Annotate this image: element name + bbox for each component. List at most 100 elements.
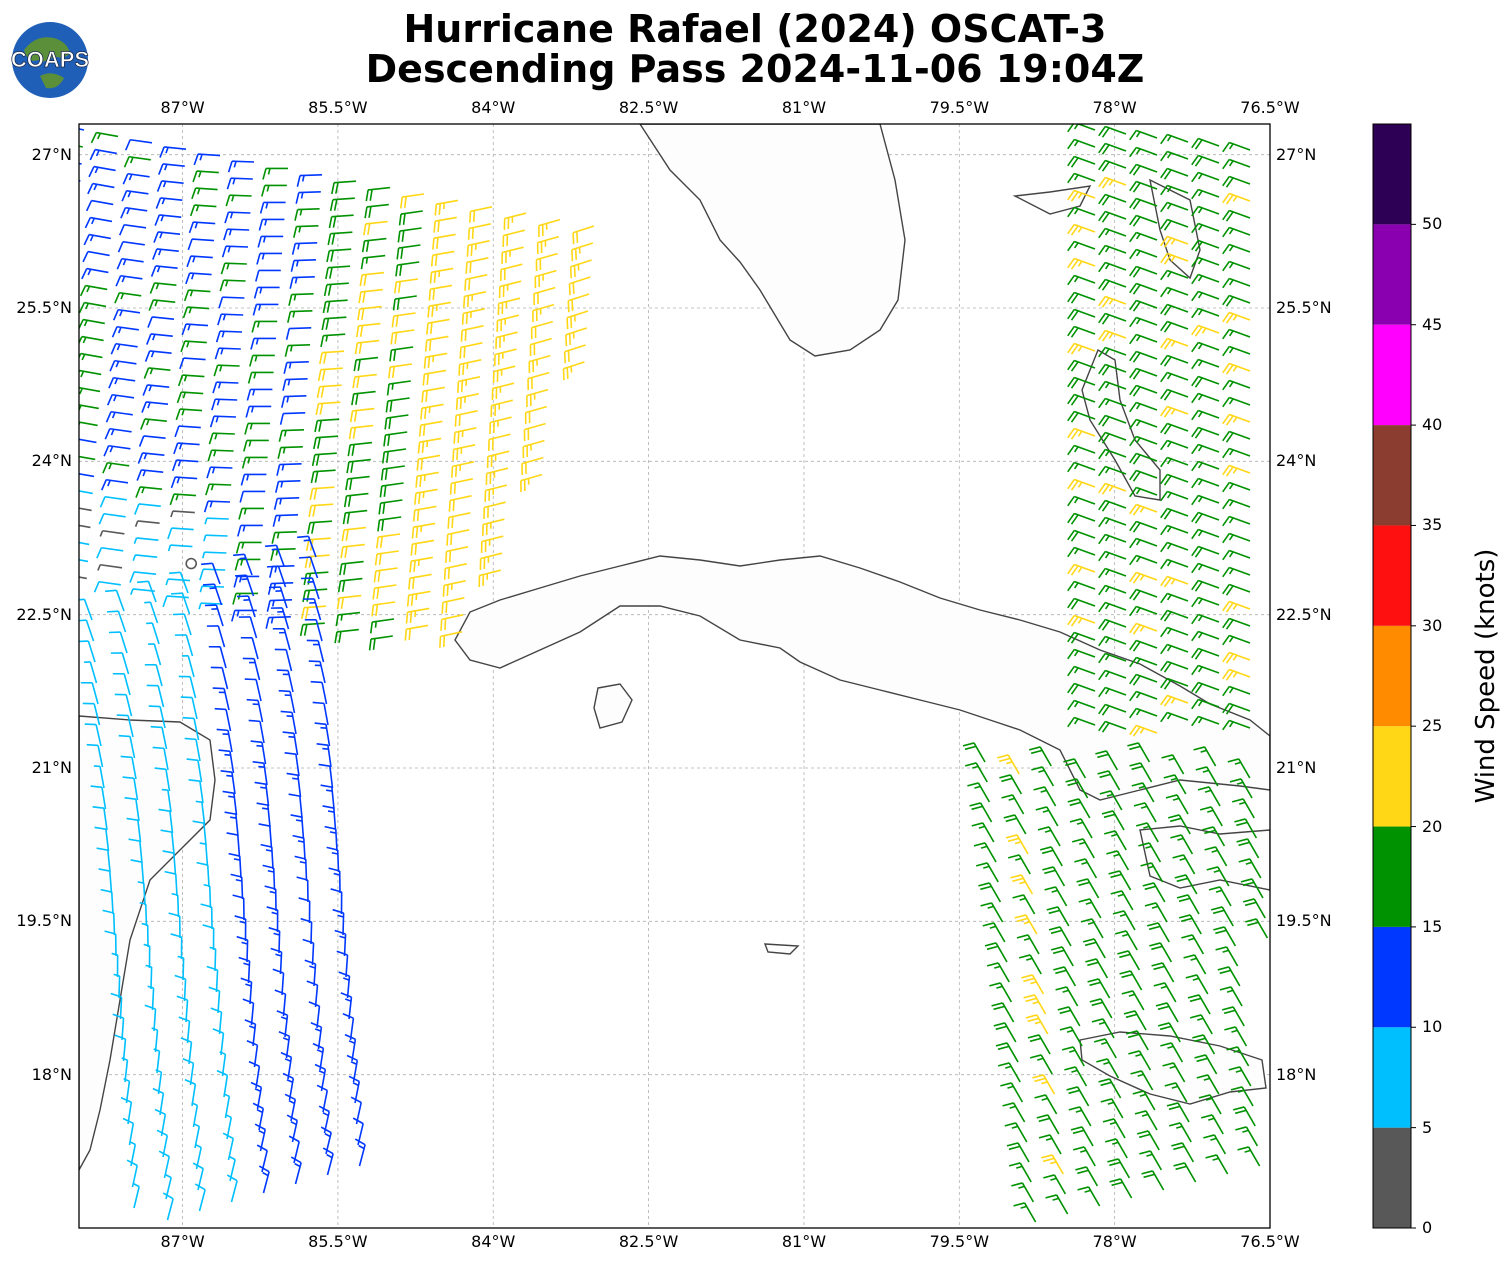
lon-tick-label-bottom: 78°W (1092, 1232, 1137, 1251)
wind-barb (328, 867, 341, 894)
wind-barb (300, 577, 320, 600)
wind-barb (1098, 295, 1127, 308)
wind-barb (1191, 630, 1220, 642)
wind-barb (1221, 1006, 1245, 1027)
lat-tick-label-left: 22.5°N (16, 604, 72, 624)
wind-barb (1063, 758, 1087, 779)
wind-barb (118, 223, 147, 236)
lon-tick-label-top: 87°W (160, 98, 205, 117)
wind-barb (93, 580, 121, 593)
wind-barb (1004, 1122, 1028, 1143)
wind-barb (142, 384, 170, 396)
wind-barb (1129, 588, 1158, 601)
wind-barb (441, 597, 465, 614)
wind-barb (257, 235, 284, 248)
wind-barb (51, 210, 78, 226)
wind-barb (1191, 188, 1220, 200)
wind-barb (1098, 244, 1127, 256)
wind-barb (1229, 778, 1253, 799)
wind-barb (1119, 970, 1143, 991)
wind-barb (1215, 946, 1239, 967)
wind-barb (1129, 129, 1158, 141)
wind-barb (321, 316, 347, 331)
wind-barb (501, 246, 524, 264)
lat-tick-label-right: 27°N (1276, 144, 1317, 164)
wind-barb (1067, 648, 1096, 660)
wind-barb (533, 286, 556, 306)
wind-barb (242, 998, 255, 1026)
wind-barb (465, 257, 489, 274)
wind-barb (1043, 1174, 1067, 1195)
wind-barb (314, 418, 340, 433)
wind-barb (426, 318, 450, 335)
wind-barb (1074, 858, 1098, 879)
wind-barb (312, 701, 329, 726)
wind-barb (310, 680, 328, 705)
wind-barb (102, 909, 116, 936)
wind-barb (1067, 631, 1096, 644)
wind-barb (1093, 1038, 1117, 1059)
wind-barb (535, 252, 558, 272)
wind-barb (148, 299, 176, 311)
wind-barb (83, 233, 111, 246)
jamaica-coastline (1079, 1031, 1267, 1105)
wind-barb (496, 314, 519, 332)
wind-barb (1127, 742, 1151, 763)
wind-barb (1222, 515, 1251, 527)
wind-barb (424, 335, 449, 352)
wind-barb (248, 719, 265, 744)
wind-barb (346, 458, 371, 474)
wind-barb (230, 873, 244, 900)
wind-barb (1160, 422, 1189, 435)
wind-barb (252, 303, 279, 316)
wind-barb (126, 817, 142, 843)
wind-barb (1160, 694, 1189, 707)
wind-barb (216, 728, 233, 753)
wind-barb (379, 482, 404, 498)
wind-barb (1129, 163, 1158, 176)
wind-barb (479, 552, 503, 570)
wind-barb (500, 263, 523, 281)
wind-barb (396, 244, 421, 260)
wind-barb (110, 992, 123, 1020)
wind-barb (1129, 537, 1158, 549)
wind-barb (1082, 938, 1106, 959)
wind-barb (79, 454, 96, 461)
wind-barb (162, 850, 177, 876)
wind-barb (1067, 274, 1096, 286)
wind-barb (170, 933, 183, 960)
wind-barb (240, 636, 259, 660)
wind-barb (1176, 894, 1200, 915)
wind-barb (1160, 660, 1189, 673)
wind-barb (253, 286, 280, 299)
wind-barb (485, 467, 509, 485)
wind-barb (192, 170, 219, 183)
wind-barb (1222, 634, 1251, 646)
wind-barb (1213, 926, 1237, 947)
wind-barb (1036, 1114, 1060, 1135)
wind-barb (209, 415, 237, 428)
wind-barb (1098, 584, 1127, 596)
wind-barb (204, 604, 224, 627)
wind-barb (1203, 1134, 1227, 1155)
wind-barb (412, 505, 437, 522)
lat-tick-label-left: 27°N (31, 144, 72, 164)
wind-barb (349, 407, 375, 423)
wind-barb (447, 512, 471, 529)
wind-barb (46, 278, 73, 294)
wind-barb (1098, 261, 1127, 273)
wind-barb (1151, 962, 1175, 983)
wind-barb (265, 616, 291, 629)
wind-barb (1222, 345, 1251, 357)
wind-barb (1129, 333, 1158, 345)
wind-barb (109, 359, 137, 372)
colorbar-bin (1373, 324, 1411, 426)
wind-barb (1235, 1126, 1259, 1147)
wind-barb (527, 371, 550, 391)
wind-barb (225, 194, 252, 207)
wind-barb (482, 518, 505, 536)
wind-barb (962, 742, 986, 763)
wind-barb (322, 805, 337, 831)
wind-barb (1129, 299, 1158, 312)
wind-barb (1192, 1034, 1216, 1055)
